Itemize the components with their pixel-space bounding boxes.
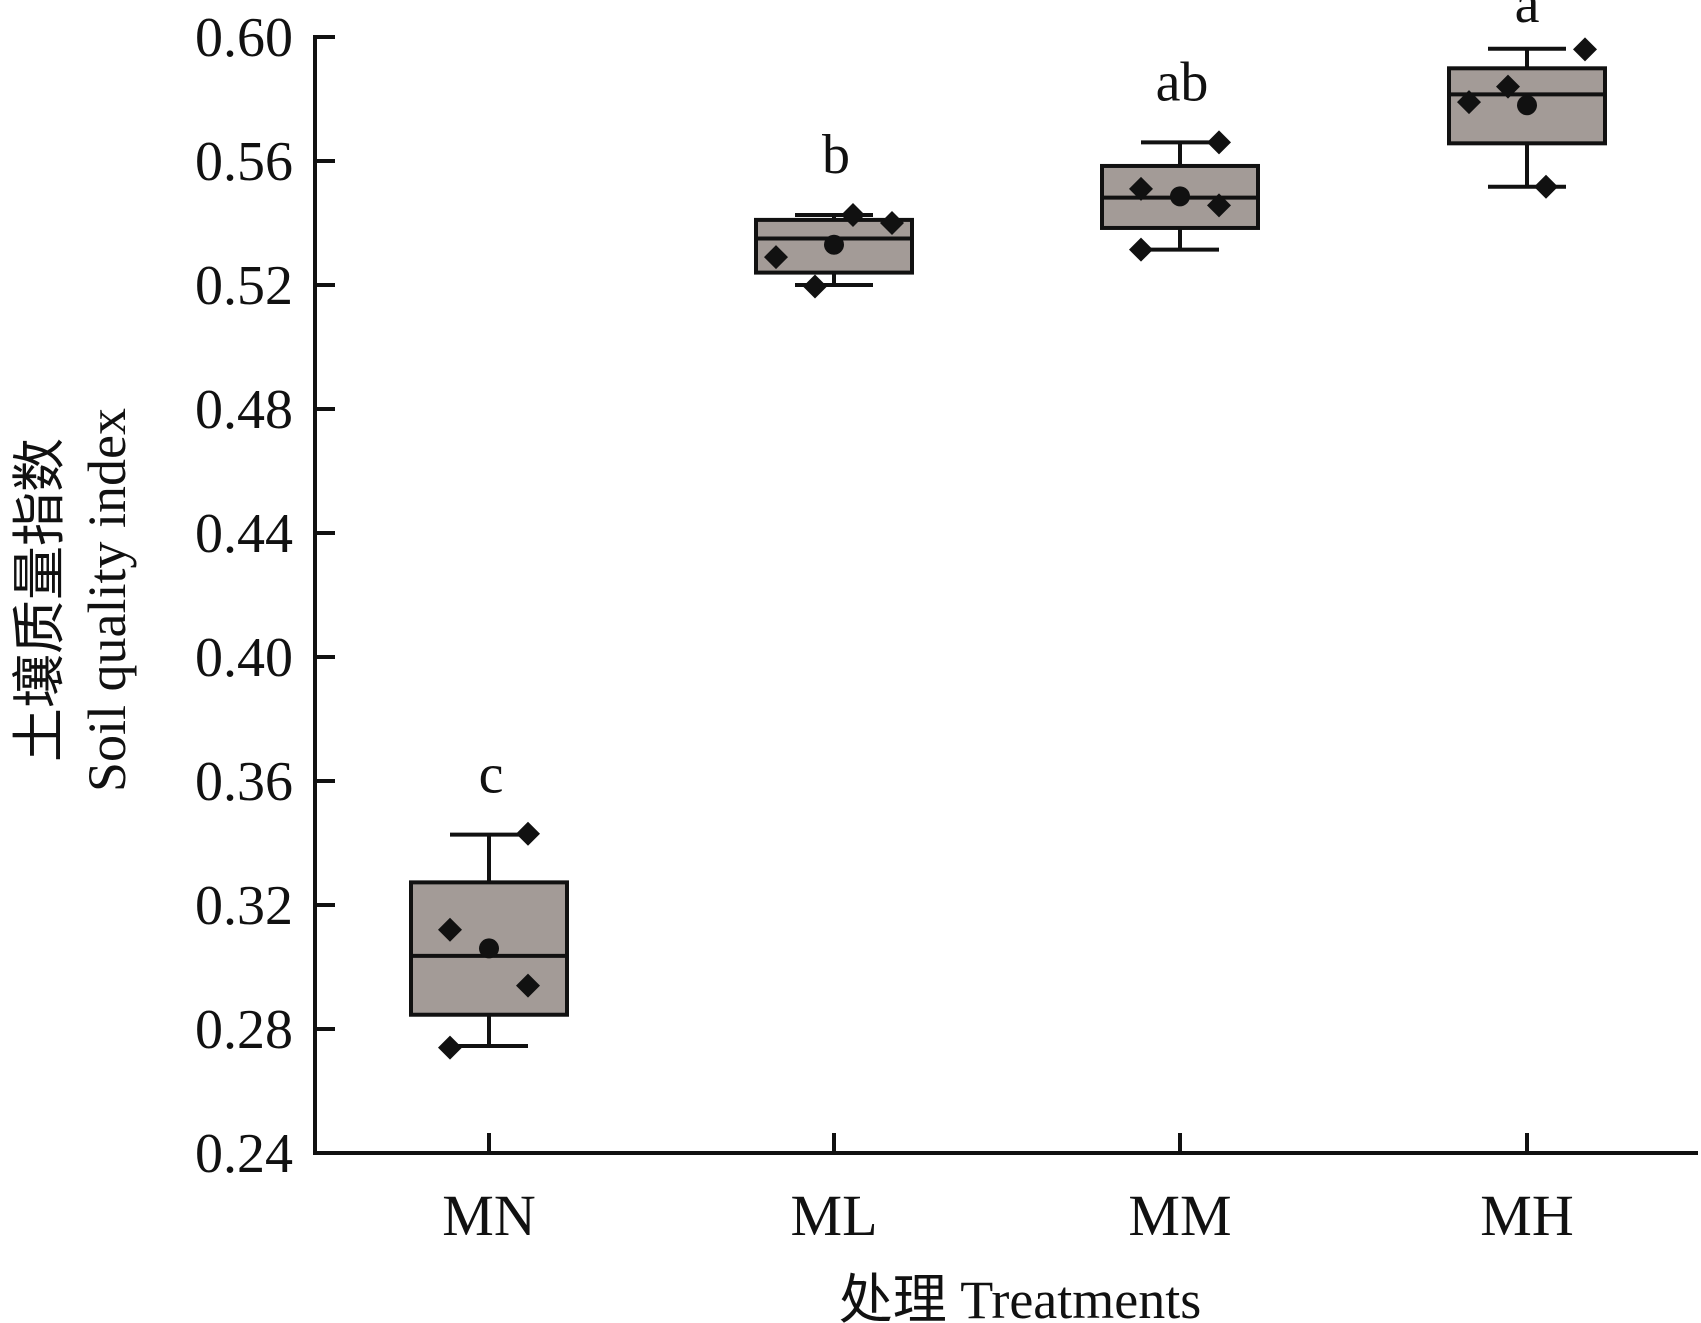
y-tick-label: 0.44 (195, 503, 293, 565)
data-point (841, 202, 865, 227)
data-point (1573, 37, 1597, 62)
data-point (1496, 74, 1520, 99)
data-point (438, 1035, 462, 1060)
box-ml: b (754, 124, 914, 299)
boxes: c b ab a (409, 0, 1607, 1060)
box-mh: a (1447, 0, 1607, 199)
data-point (516, 973, 540, 998)
data-point (1534, 174, 1558, 199)
data-point (1207, 193, 1231, 218)
data-point (764, 245, 788, 270)
y-tick-label: 0.40 (195, 627, 293, 689)
y-tick-label: 0.48 (195, 379, 293, 441)
mean-marker (1517, 95, 1537, 116)
significance-letter: b (822, 124, 850, 186)
y-tick-label: 0.36 (195, 751, 293, 813)
data-point (1457, 90, 1481, 115)
mean-marker (1170, 186, 1190, 207)
data-point (1207, 130, 1231, 155)
mean-marker (479, 938, 499, 959)
mean-marker (824, 234, 844, 255)
x-tick-label: MH (1480, 1183, 1573, 1248)
data-point (880, 211, 904, 235)
significance-letter: c (479, 744, 504, 806)
y-tick-label: 0.56 (195, 131, 293, 193)
y-tick-label: 0.32 (195, 875, 293, 937)
x-tick-label: ML (791, 1183, 878, 1248)
data-point (516, 821, 540, 846)
x-axis-label: 处理 Treatments (839, 1270, 1202, 1323)
y-tick-label: 0.28 (195, 999, 293, 1061)
x-tick-label: MM (1128, 1183, 1231, 1248)
data-point (803, 274, 827, 299)
y-axis-label: Soil quality index (77, 408, 137, 792)
y-axis-label-cn: 土壤质量指数 (10, 438, 70, 762)
y-tick-labels: 0.24 0.28 0.32 0.36 0.40 0.44 0.48 0.52 0.56 0.60 (195, 7, 293, 1185)
x-tick-labels: MN ML MM MH (442, 1183, 1573, 1248)
axes (313, 35, 1698, 1155)
data-point (438, 917, 462, 942)
data-point (1129, 237, 1153, 262)
y-tick-label: 0.60 (195, 7, 293, 69)
y-tick-label: 0.24 (195, 1123, 293, 1185)
data-point (1129, 176, 1153, 201)
box-mm: ab (1100, 51, 1260, 262)
significance-letter: a (1515, 0, 1540, 35)
y-tick-label: 0.52 (195, 255, 293, 317)
box-mn: c (409, 744, 569, 1060)
significance-letter: ab (1156, 51, 1209, 113)
x-tick-label: MN (442, 1183, 535, 1248)
